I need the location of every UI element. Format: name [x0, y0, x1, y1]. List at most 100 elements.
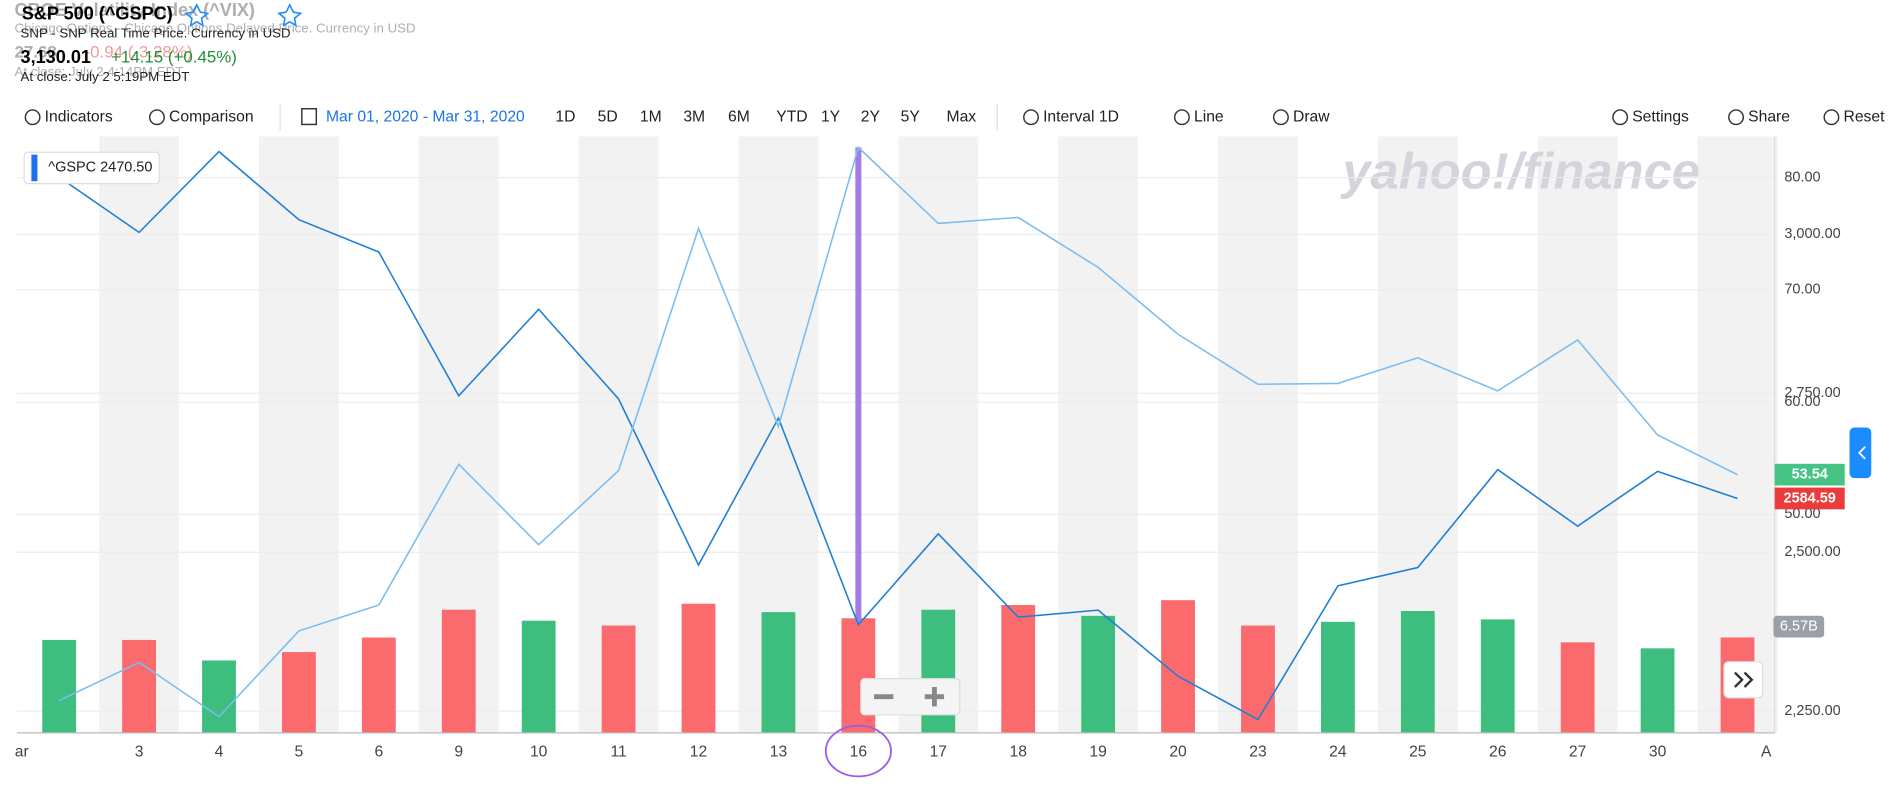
volume-bar [1001, 605, 1036, 733]
toolbar-button[interactable]: Max [947, 108, 977, 125]
toolbar-button[interactable]: Mar 01, 2020 - Mar 31, 2020 [326, 108, 525, 125]
volume-bar [1640, 648, 1675, 733]
volume-bar [841, 618, 876, 733]
x-tick-label: 24 [1329, 743, 1347, 760]
toolbar-button[interactable]: Line [1194, 108, 1224, 125]
toolbar-button[interactable]: YTD [776, 108, 807, 125]
ghost-price: 27.68 [14, 43, 56, 62]
zoom-in-icon[interactable] [924, 687, 945, 707]
price-tag [1774, 463, 1845, 486]
tooltip-text: ^GSPC 2470.50 [48, 160, 152, 176]
toolbar-icon [148, 109, 165, 126]
toolbar-button[interactable]: Settings [1632, 108, 1689, 125]
price: 3,130.01 [21, 47, 91, 67]
volume-bar [1480, 619, 1515, 733]
toolbar-icon [1728, 109, 1745, 126]
watermark: yahoo!/finance [1339, 143, 1700, 200]
tooltip-box [23, 151, 160, 185]
toolbar-button[interactable]: Indicators [45, 108, 113, 125]
volume-bar [1560, 642, 1595, 733]
x-tick-label: 11 [610, 743, 626, 760]
volume-bar [761, 612, 796, 733]
volume-bar [681, 603, 716, 733]
y-tick-label: 3,000.00 [1784, 226, 1840, 242]
toolbar: Indicators Comparison Mar 01, 2020 - Mar 3… [24, 108, 1886, 126]
toolbar-icon [1823, 109, 1840, 126]
x-tick-label: 23 [1249, 743, 1267, 760]
x-tick-label: 12 [690, 743, 707, 760]
toolbar-button[interactable]: Interval 1D [1043, 108, 1119, 125]
tooltip-swatch [31, 154, 38, 182]
x-tick-label: 26 [1489, 743, 1507, 760]
y-tick-label: 70.00 [1784, 282, 1820, 298]
volume-bar [601, 625, 636, 733]
volume-bar [122, 639, 156, 733]
x-tick-label: 10 [530, 743, 548, 760]
x-tick-label: 20 [1169, 743, 1187, 760]
toolbar-button[interactable]: 5Y [901, 108, 921, 125]
stripe [99, 136, 180, 733]
x-tick-label: 25 [1409, 743, 1427, 760]
x-tick-label: 3 [135, 743, 144, 760]
ghost-header: CBOE Volatility Index (^VIX) Chicago Opt… [14, 0, 415, 79]
volume-bar [361, 637, 396, 733]
price-tag-label: 53.54 [1792, 466, 1828, 482]
y-tick-label: 60.00 [1784, 394, 1820, 410]
series-line [58, 145, 1738, 718]
toolbar-button[interactable]: 6M [728, 108, 750, 125]
toolbar-icon [1173, 109, 1190, 126]
x-tick-label: 6 [374, 743, 383, 760]
side-tab-icon [1857, 446, 1866, 460]
highlight-circle [824, 724, 892, 778]
y-tick-label: 2,750.00 [1784, 385, 1840, 401]
x-tick-label: 13 [770, 743, 788, 760]
volume-bar [1081, 615, 1116, 733]
toolbar-icon [24, 109, 41, 126]
toolbar-icon [1023, 109, 1039, 126]
toolbar-button[interactable]: 5D [598, 108, 618, 125]
x-tick-label: 5 [295, 743, 304, 760]
header: S&P 500 (^GSPC) SNP - SNP Real Time Pric… [21, 3, 291, 83]
x-tick-label: 27 [1569, 743, 1586, 760]
toolbar-button[interactable]: 1M [640, 108, 662, 125]
toolbar-button[interactable]: 1Y [821, 108, 841, 125]
subtitle: SNP - SNP Real Time Price. Currency in U… [21, 25, 291, 40]
star-icon[interactable] [184, 3, 303, 28]
toolbar-button[interactable]: Share [1748, 108, 1790, 125]
x-tick-label: ar [15, 743, 29, 760]
x-tick-label: 4 [215, 743, 224, 760]
x-tick-label: 17 [930, 743, 947, 760]
y-tick-label: 50.00 [1784, 506, 1820, 522]
stripe [1537, 136, 1618, 733]
toolbar-button[interactable]: 2Y [861, 108, 881, 125]
price-tag [1774, 487, 1845, 510]
ghost-title: CBOE Volatility Index (^VIX) [14, 0, 254, 20]
toolbar-button[interactable]: Comparison [169, 108, 254, 125]
stripe [258, 136, 339, 733]
note: At close: July 2 5:19PM EDT [21, 69, 190, 84]
x-tick-label: 18 [1009, 743, 1027, 760]
title: S&P 500 (^GSPC) [22, 3, 173, 23]
ghost-note: At close: July 2 4:14PM EDT [14, 64, 183, 79]
ghost-change: -0.94 (-3.28%) [85, 43, 193, 62]
series-line [58, 150, 1738, 721]
calendar-icon [301, 108, 318, 126]
volume-tag [1773, 615, 1825, 638]
volume-bar [441, 609, 476, 733]
toolbar-button[interactable]: Draw [1293, 108, 1330, 125]
price-tag-label: 2584.59 [1784, 490, 1836, 506]
volume-bar [1320, 621, 1355, 733]
volume-tag-label: 6.57B [1780, 619, 1818, 635]
x-tick-label: A [1761, 743, 1772, 760]
y-tick-label: 2,500.00 [1784, 544, 1840, 560]
volume-bar [521, 620, 556, 733]
volume-bar [1400, 610, 1435, 733]
x-tick-label: 9 [454, 743, 463, 760]
toolbar-button[interactable]: 1D [555, 108, 575, 125]
toolbar-button[interactable]: 3M [683, 108, 705, 125]
ghost-subtitle: Chicago Options - Chicago Options Delaye… [14, 21, 415, 36]
chart: yahoo!/finance 80.00 70.00 60.00 50.00 3,000.… [15, 136, 1872, 778]
toolbar-button[interactable]: Reset [1844, 108, 1886, 125]
scroll-icon[interactable] [1733, 671, 1754, 688]
